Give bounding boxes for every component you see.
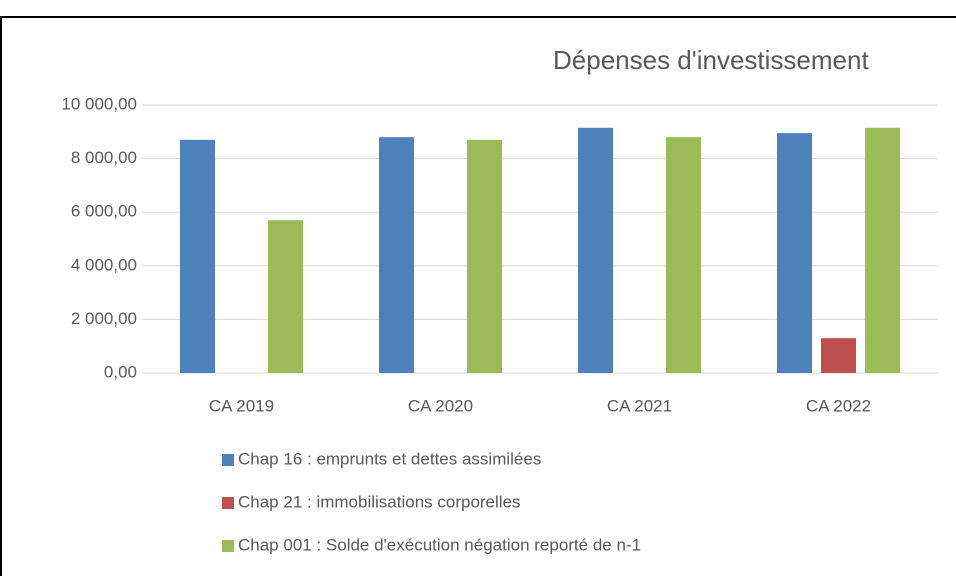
bar [821,338,856,373]
bar [180,139,215,373]
legend-swatch [222,454,234,466]
bar [268,220,303,373]
bar [467,139,502,373]
legend-label: Chap 16 : emprunts et dettes assimilées [238,449,541,468]
bar [666,137,701,373]
x-tick-label: CA 2022 [806,396,871,415]
y-tick-label: 2 000,00 [71,309,137,328]
x-tick-label: CA 2021 [607,396,672,415]
legend-label: Chap 21 : immobilisations corporelles [238,492,521,511]
y-tick-label: 8 000,00 [71,148,137,167]
bar [578,127,613,373]
bar [379,137,414,373]
x-tick-label: CA 2019 [209,396,274,415]
legend-label: Chap 001 : Solde d'exécution négation re… [238,535,641,554]
y-tick-label: 0,00 [104,362,137,381]
y-tick-label: 6 000,00 [71,202,137,221]
x-tick-label: CA 2020 [408,396,473,415]
legend-swatch [222,540,234,552]
bar [777,133,812,373]
chart-title: Dépenses d'investissement [553,45,869,75]
y-tick-label: 4 000,00 [71,255,137,274]
bar [865,127,900,373]
y-tick-label: 10 000,00 [61,94,137,113]
legend-swatch [222,497,234,509]
